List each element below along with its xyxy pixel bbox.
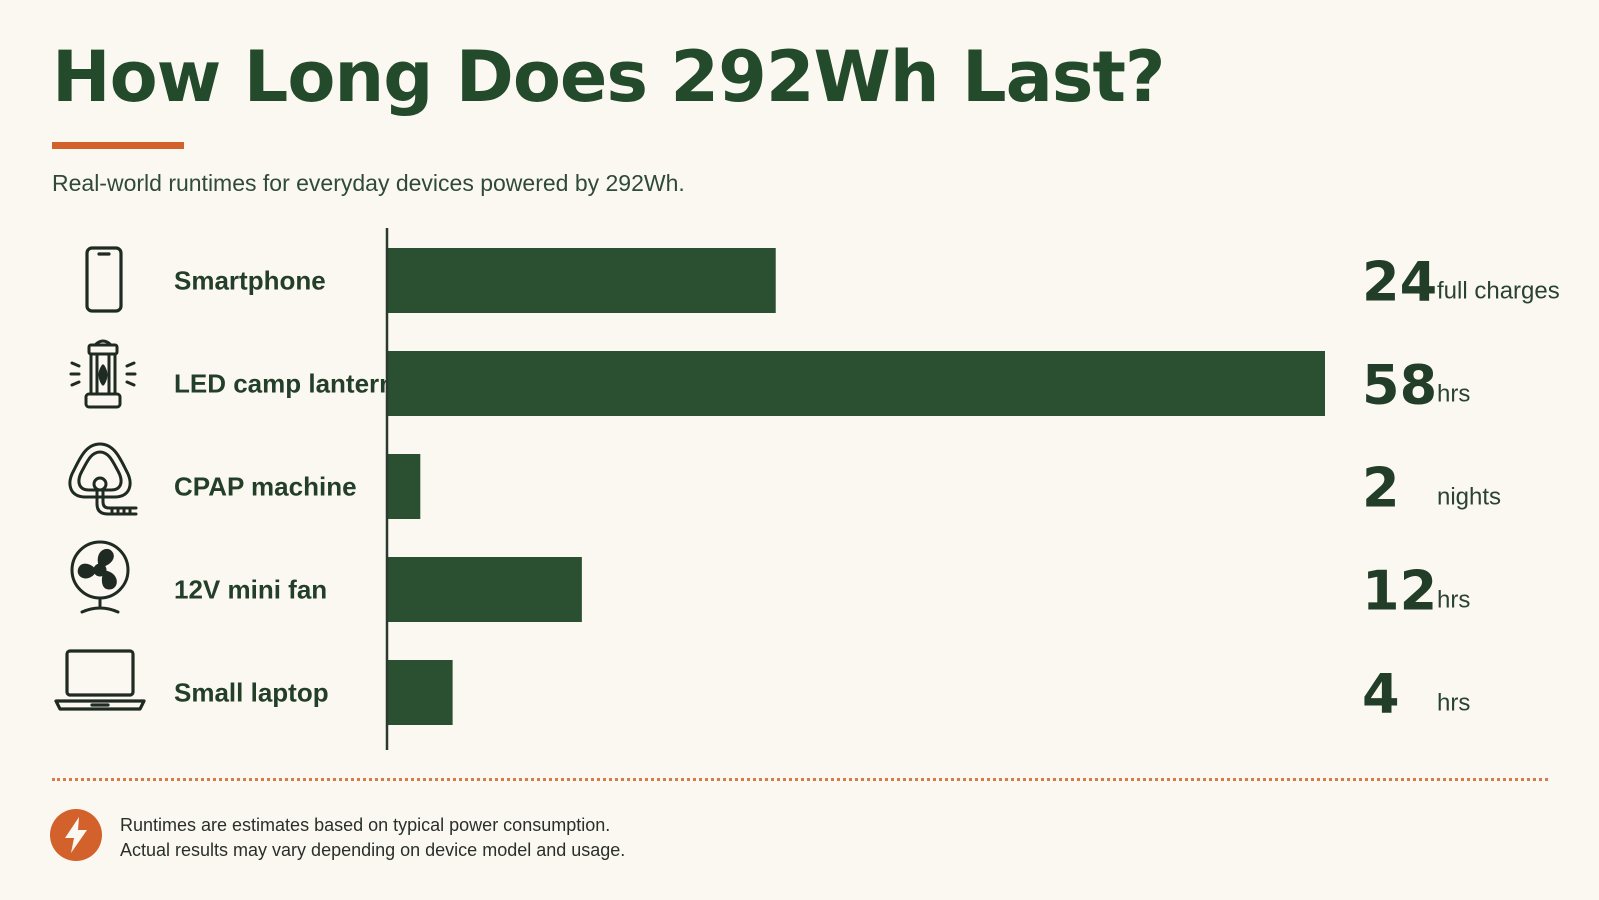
- bars: [388, 248, 1325, 725]
- bar-cpap-machine: [388, 454, 421, 519]
- value-label-small-laptop: 4: [1362, 663, 1400, 726]
- fan-icon: [70, 540, 130, 614]
- device-icons: [54, 246, 146, 711]
- runtime-bar-chart: Smartphone LED camp lantern CPAP machine 12…: [54, 228, 1560, 750]
- bar-12v-mini-fan: [388, 557, 582, 622]
- bar-small-laptop: [388, 660, 453, 725]
- laptop-icon: [54, 649, 146, 711]
- category-labels: Smartphone LED camp lantern CPAP machine 12…: [174, 266, 395, 708]
- smartphone-icon: [85, 246, 123, 313]
- category-label-smartphone: Smartphone: [174, 266, 326, 296]
- value-label-cpap-machine: 2: [1362, 457, 1400, 520]
- value-label-led-camp-lantern: 58: [1362, 354, 1437, 417]
- category-label-12v-mini-fan: 12V mini fan: [174, 575, 327, 605]
- category-label-led-camp-lantern: LED camp lantern: [174, 369, 395, 399]
- title-accent-rule: [52, 142, 184, 149]
- cpap-mask-icon: [68, 442, 138, 516]
- value-label-smartphone: 24: [1362, 251, 1437, 314]
- unit-label-12v-mini-fan: hrs: [1437, 587, 1470, 614]
- unit-label-small-laptop: hrs: [1437, 690, 1470, 717]
- footer-note: Runtimes are estimates based on typical …: [120, 813, 625, 863]
- unit-label-led-camp-lantern: hrs: [1437, 381, 1470, 408]
- lantern-icon: [69, 339, 137, 409]
- footer-note-line-2: Actual results may vary depending on dev…: [120, 840, 626, 860]
- unit-label-smartphone: full charges: [1437, 278, 1560, 305]
- value-label-12v-mini-fan: 12: [1362, 560, 1437, 623]
- lightning-bolt-icon: [50, 809, 102, 861]
- page-title: How Long Does 292Wh Last?: [52, 36, 1166, 118]
- footer-divider: [52, 778, 1548, 781]
- category-label-cpap-machine: CPAP machine: [174, 472, 357, 502]
- page-subtitle: Real-world runtimes for everyday devices…: [52, 170, 685, 196]
- bar-smartphone: [388, 248, 776, 313]
- footer-note-line-1: Runtimes are estimates based on typical …: [120, 815, 611, 835]
- bar-led-camp-lantern: [388, 351, 1325, 416]
- unit-label-cpap-machine: nights: [1437, 484, 1501, 511]
- category-label-small-laptop: Small laptop: [174, 678, 329, 708]
